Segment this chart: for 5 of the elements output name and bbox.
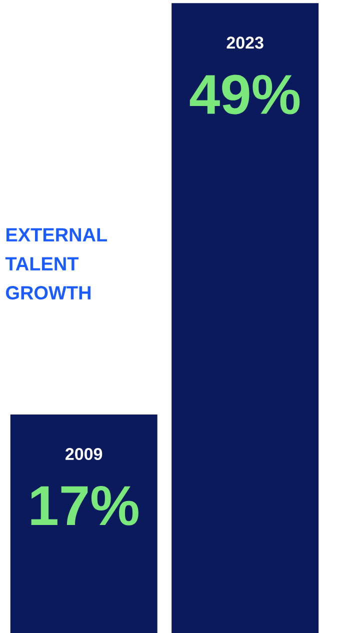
x-tick-label: 2023 bbox=[226, 36, 264, 49]
data-label: 49% bbox=[190, 74, 300, 114]
text: EXTERNAL TALENT GROWTH bbox=[5, 228, 108, 300]
x-tick-label: 2009 bbox=[66, 448, 102, 460]
data-label: 17% bbox=[31, 486, 138, 526]
